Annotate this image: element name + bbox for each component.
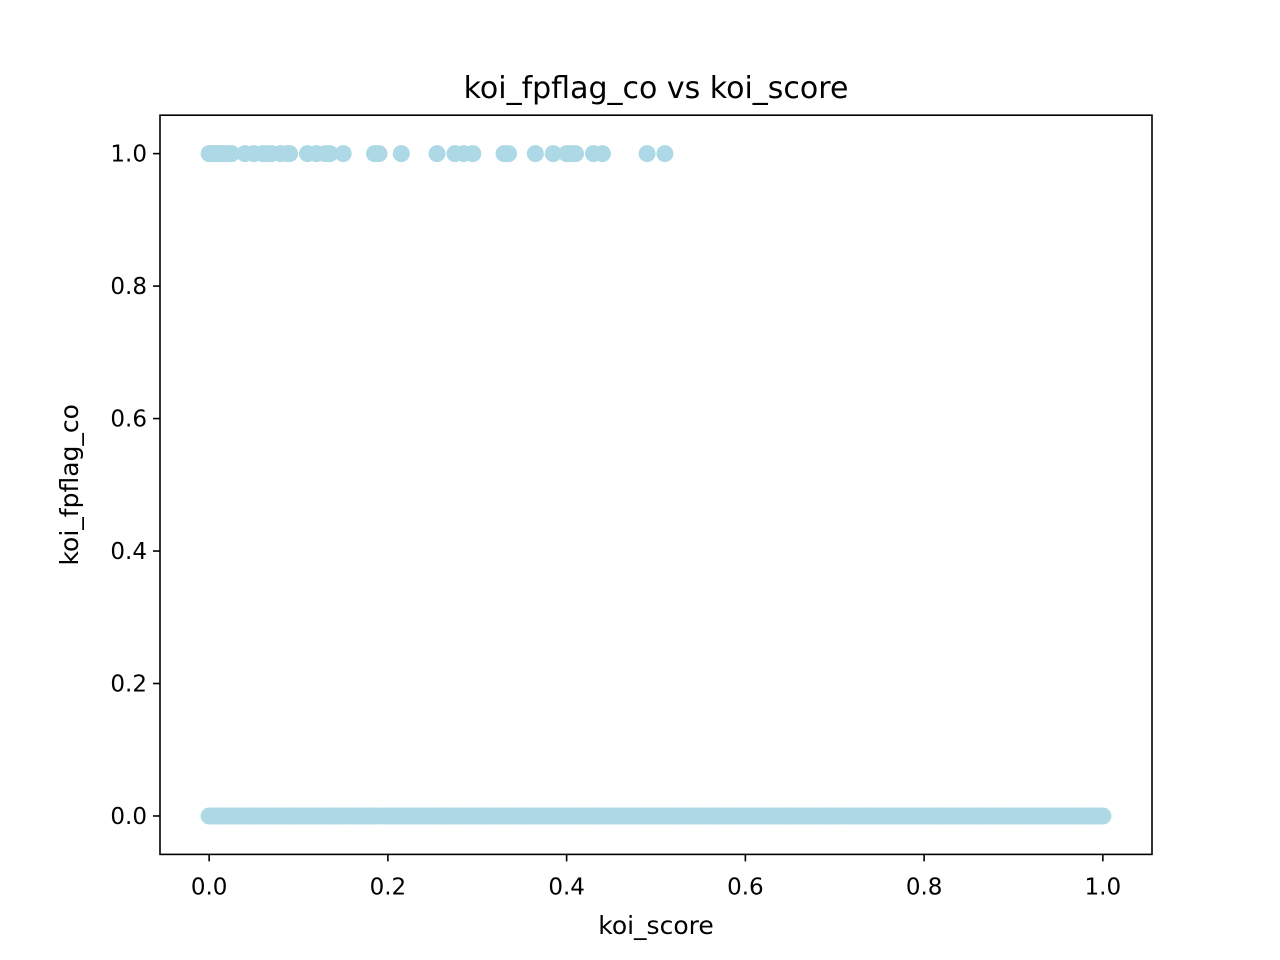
x-tick-label: 0.6 — [727, 874, 764, 900]
data-point — [464, 145, 482, 163]
y-axis-label: koi_fpflag_co — [55, 404, 84, 565]
data-point — [500, 145, 518, 163]
x-tick-label: 1.0 — [1085, 874, 1122, 900]
data-point — [321, 145, 339, 163]
data-point — [392, 145, 410, 163]
data-point — [638, 145, 656, 163]
data-point — [222, 145, 240, 163]
data-point — [281, 145, 299, 163]
y-tick-label: 0.6 — [110, 407, 147, 433]
data-point — [1094, 807, 1112, 825]
x-tick-label: 0.4 — [548, 874, 585, 900]
y-tick-label: 0.4 — [110, 539, 147, 565]
data-point — [544, 145, 562, 163]
chart-title: koi_fpflag_co vs koi_score — [464, 71, 849, 106]
y-tick-label: 0.0 — [110, 804, 147, 830]
y-tick-label: 1.0 — [110, 142, 147, 168]
y-tick-label: 0.8 — [110, 274, 147, 300]
data-point — [370, 145, 388, 163]
x-axis-label: koi_score — [598, 911, 714, 940]
data-point — [526, 145, 544, 163]
x-axis-ticks: 0.0 0.2 0.4 0.6 0.8 1.0 — [191, 854, 1121, 900]
data-point — [567, 145, 585, 163]
x-tick-label: 0.2 — [370, 874, 407, 900]
data-points — [200, 145, 1112, 825]
x-tick-label: 0.8 — [906, 874, 943, 900]
data-point — [428, 145, 446, 163]
plot-area-frame — [159, 114, 1153, 856]
data-point — [334, 145, 352, 163]
y-axis-ticks: 0.0 0.2 0.4 0.6 0.8 1.0 — [110, 142, 160, 830]
x-tick-label: 0.0 — [191, 874, 228, 900]
data-point — [656, 145, 674, 163]
y-tick-label: 0.2 — [110, 672, 147, 698]
data-point — [593, 145, 611, 163]
